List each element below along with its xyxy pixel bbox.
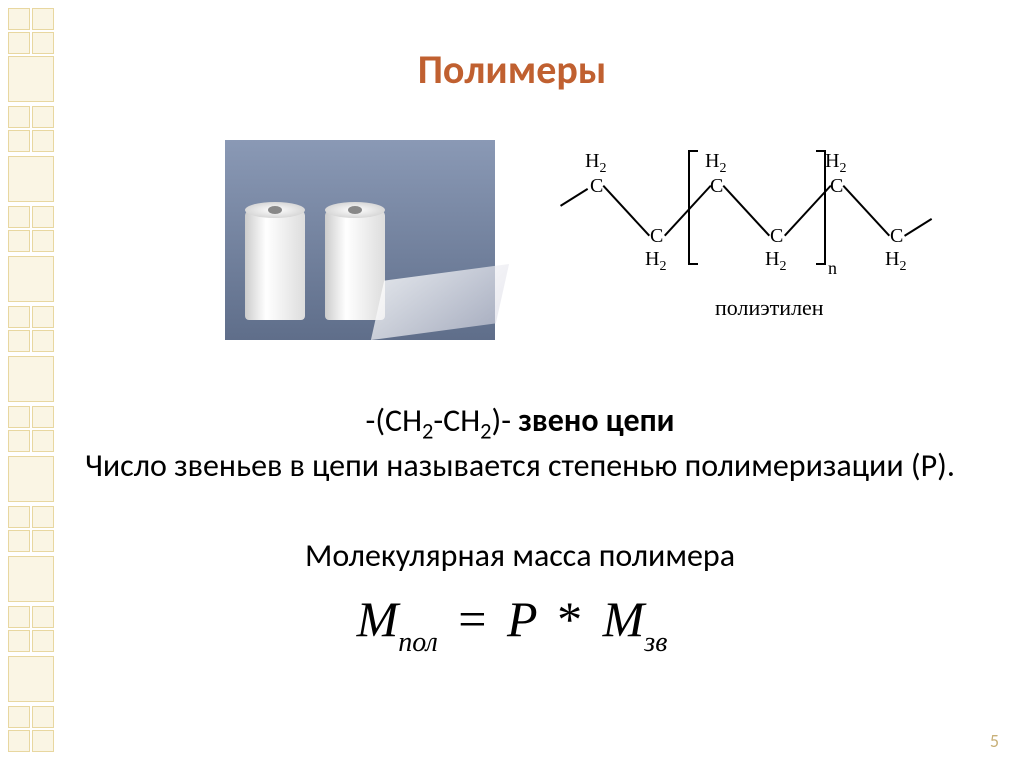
c-label: C [830,175,843,198]
ornament-cell [8,356,54,402]
ornament-cell [32,406,54,428]
slide-background: Полимеры n полиэтилен H2CH2CH2CH2CH2CH2C… [0,0,1024,767]
c-label: C [710,175,723,198]
h2-label: H2 [825,150,846,177]
h2-label: H2 [705,150,726,177]
M-symbol: M [357,591,399,647]
ornament-cell [8,456,54,502]
sub: 2 [422,418,433,445]
structure-caption: полиэтилен [715,295,824,321]
ornament-cell [8,130,30,152]
ornament-cell [32,106,54,128]
ornament-cell [8,306,30,328]
ornament-cell [32,130,54,152]
ornament-cell [8,106,30,128]
ornament-cell [8,730,30,752]
h2-label: H2 [645,248,666,275]
slide-title: Полимеры [0,45,1024,94]
film-roll-2 [325,210,385,320]
ornament-cell [32,206,54,228]
ornament-cell [32,706,54,728]
molecular-mass-formula: Mпол = P * Mзв [0,590,1024,655]
sub: 2 [480,418,491,445]
ornament-cell [8,430,30,452]
ornament-cell [32,530,54,552]
ornament-cell [8,656,54,702]
h2-label: H2 [765,248,786,275]
polyethylene-structure: n полиэтилен H2CH2CH2CH2CH2CH2C [570,140,960,330]
ornament-cell [8,156,54,202]
ornament-cell [8,706,30,728]
bond-line [904,218,932,237]
equals: = [458,591,486,647]
ornament-cell [8,330,30,352]
sub-zv: зв [644,627,667,658]
molecular-mass-label: Молекулярная масса полимера [80,535,960,577]
c-label: C [590,175,603,198]
sub-pol: пол [398,627,438,658]
ornament-cell [32,330,54,352]
page-number: 5 [990,730,999,752]
P-symbol: P [507,591,537,647]
bold-term: звено цепи [511,401,674,440]
bond-line [843,185,890,236]
ornament-cell [8,406,30,428]
txt: -CH [433,401,480,440]
polymerization-degree-text: Число звеньев в цепи называется степенью… [80,445,960,487]
txt: )- [492,401,512,440]
bond-line [560,188,588,207]
c-label: C [770,225,783,248]
bond-line [603,185,650,236]
txt: -(CH [366,401,423,440]
ornament-cell [32,8,54,30]
polymer-rolls-image [225,140,495,340]
c-label: C [890,225,903,248]
repeat-subscript-n: n [828,258,837,279]
film-sheet [371,264,509,340]
h2-label: H2 [885,248,906,275]
ornament-cell [32,506,54,528]
ornament-cell [32,230,54,252]
bond-line [723,185,770,236]
ornament-cell [8,206,30,228]
ornament-cell [32,730,54,752]
ornament-cell [8,530,30,552]
ornament-cell [8,506,30,528]
ornament-cell [8,230,30,252]
c-label: C [650,225,663,248]
ornament-cell [32,430,54,452]
repeat-unit-line: -(CH2-CH2)- звено цепи [80,400,960,447]
ornament-cell [8,8,30,30]
h2-label: H2 [585,150,606,177]
M-symbol-2: M [603,591,645,647]
film-roll-1 [245,210,305,320]
multiply: * [557,591,582,647]
ornament-cell [8,256,54,302]
ornament-cell [32,306,54,328]
